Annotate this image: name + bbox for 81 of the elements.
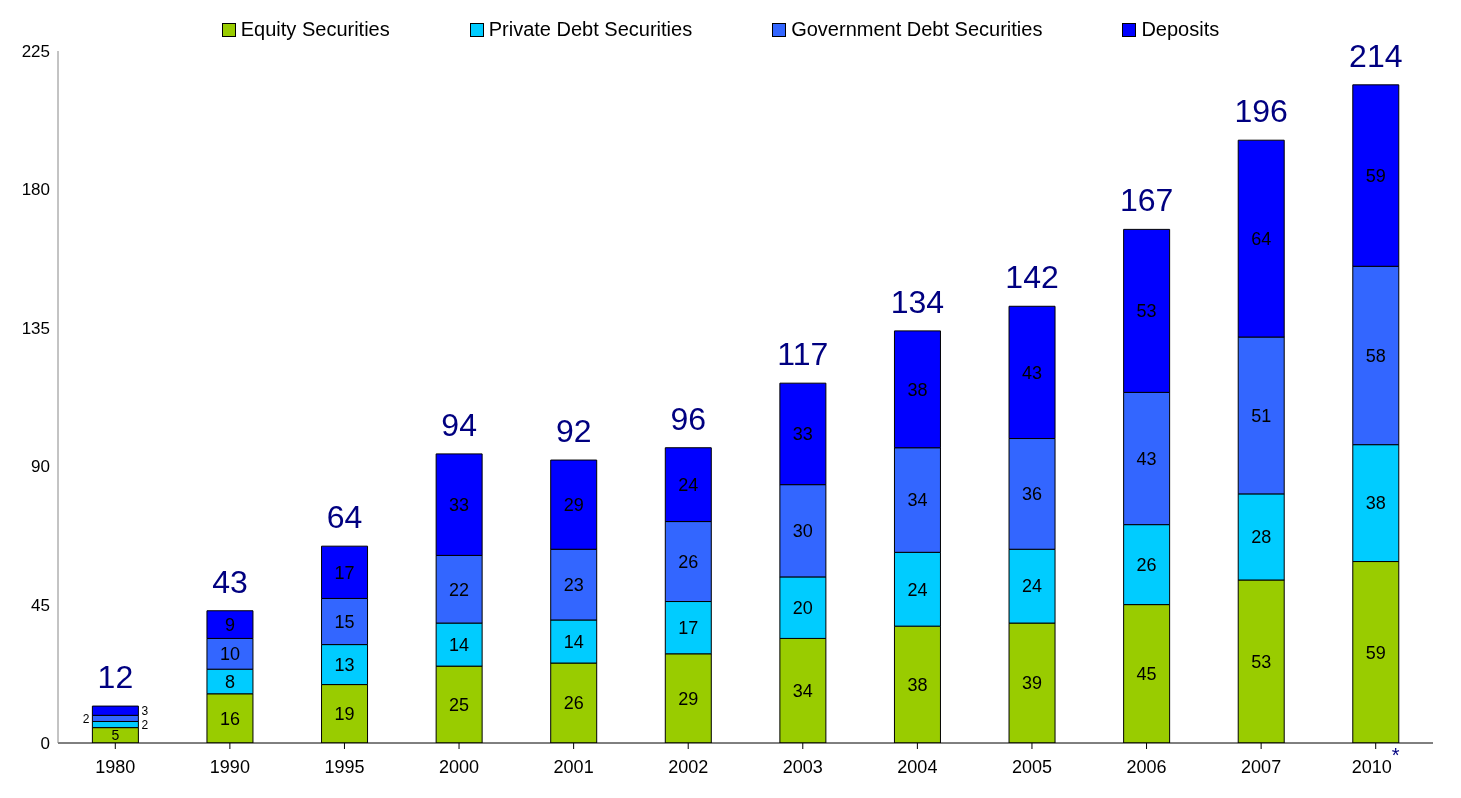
data-label: 20 xyxy=(792,597,813,618)
data-label: 17 xyxy=(334,562,355,583)
legend-label: Government Debt Securities xyxy=(790,18,1043,41)
total-label: 117 xyxy=(777,336,829,373)
data-label: 2 xyxy=(82,711,90,726)
data-label: 51 xyxy=(1251,405,1272,426)
y-tick-label: 135 xyxy=(21,318,50,338)
data-label: 59 xyxy=(1365,165,1386,186)
data-label: 29 xyxy=(563,494,584,515)
x-tick-label: 2004 xyxy=(897,757,938,777)
data-label: 17 xyxy=(678,617,699,638)
x-tick-label: 1995 xyxy=(324,757,365,777)
data-label: 30 xyxy=(792,521,813,542)
data-label: 9 xyxy=(224,614,235,635)
legend-label: Deposits xyxy=(1140,18,1220,41)
data-label: 26 xyxy=(563,693,584,714)
data-label: 25 xyxy=(449,694,470,715)
total-label: 142 xyxy=(1005,259,1059,296)
data-label: 28 xyxy=(1251,527,1272,548)
data-label: 38 xyxy=(1365,493,1386,514)
data-label: 15 xyxy=(334,611,355,632)
x-tick-label: 2001 xyxy=(553,757,594,777)
data-label: 33 xyxy=(792,424,813,445)
data-label: 24 xyxy=(907,579,928,600)
y-tick-label: 90 xyxy=(31,457,50,477)
y-tick-label: 225 xyxy=(21,42,50,62)
data-label: 36 xyxy=(1022,484,1043,505)
data-label: 10 xyxy=(219,644,240,665)
total-label: 96 xyxy=(670,400,707,437)
data-label: 59 xyxy=(1365,642,1386,663)
total-label: 92 xyxy=(555,413,592,450)
data-label: 33 xyxy=(449,494,470,515)
y-tick-label: 45 xyxy=(31,595,50,615)
data-label: 38 xyxy=(907,379,928,400)
x-tick-label: 2006 xyxy=(1126,757,1167,777)
x-tick-label: 2003 xyxy=(782,757,823,777)
data-label: 13 xyxy=(334,654,355,675)
x-tick-label: 1980 xyxy=(95,757,136,777)
data-label: 45 xyxy=(1136,664,1157,685)
data-label: 3 xyxy=(141,703,149,718)
data-label: 34 xyxy=(907,490,928,511)
data-label: 53 xyxy=(1136,301,1157,322)
data-label: 24 xyxy=(678,474,699,495)
data-label: 29 xyxy=(678,688,699,709)
data-label: 14 xyxy=(563,631,584,652)
legend-label: Equity Securities xyxy=(239,18,390,41)
data-label: 22 xyxy=(449,579,470,600)
total-label: 134 xyxy=(890,283,945,320)
data-label: 38 xyxy=(907,674,928,695)
data-label: 34 xyxy=(792,681,813,702)
total-label: 12 xyxy=(97,659,134,696)
data-label: 53 xyxy=(1251,651,1272,672)
data-label: 24 xyxy=(1022,576,1043,597)
x-tick-label: 2005 xyxy=(1011,757,1052,777)
data-label: 26 xyxy=(678,551,699,572)
data-label: 64 xyxy=(1251,228,1272,249)
y-tick-label: 0 xyxy=(40,734,50,754)
y-tick-label: 180 xyxy=(21,180,50,200)
x-tick-label: 1990 xyxy=(209,757,250,777)
data-label: 58 xyxy=(1365,345,1386,366)
x-tick-label: 2000 xyxy=(439,757,480,777)
data-label: 39 xyxy=(1022,673,1043,694)
total-label: 64 xyxy=(326,499,363,536)
data-label: 43 xyxy=(1022,362,1043,383)
x-tick-label: 2007 xyxy=(1241,757,1282,777)
data-label: 26 xyxy=(1136,554,1157,575)
legend-label: Private Debt Securities xyxy=(487,18,693,41)
data-label: 23 xyxy=(563,574,584,595)
total-label: 167 xyxy=(1119,182,1174,219)
total-label: 43 xyxy=(212,563,248,600)
total-label: 214 xyxy=(1349,37,1403,74)
data-label: 43 xyxy=(1136,448,1157,469)
data-label: 8 xyxy=(224,671,235,692)
data-label: 16 xyxy=(219,708,240,729)
total-label: 196 xyxy=(1234,93,1288,130)
data-label: 5 xyxy=(111,727,120,744)
data-label: 2 xyxy=(141,717,149,732)
data-label: 19 xyxy=(334,704,355,725)
data-label: 14 xyxy=(449,634,470,655)
total-label: 94 xyxy=(441,406,477,443)
x-tick-label: 2002 xyxy=(668,757,709,777)
